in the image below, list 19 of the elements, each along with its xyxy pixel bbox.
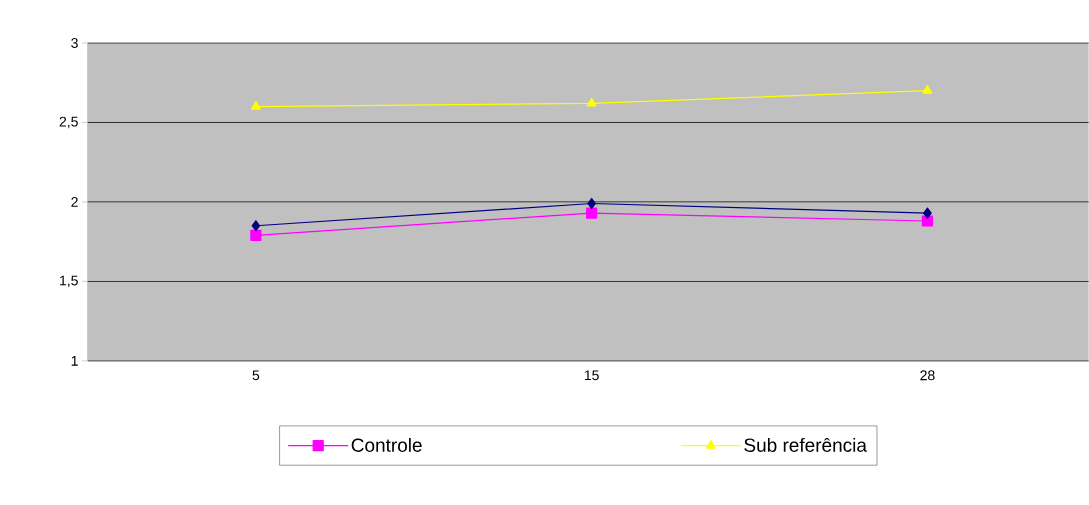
point bbox=[587, 198, 596, 210]
y-tick-label: 2,5 bbox=[59, 116, 78, 129]
point bbox=[251, 220, 261, 232]
point bbox=[250, 229, 262, 241]
point bbox=[250, 101, 261, 110]
x-tick-label: 28 bbox=[920, 370, 935, 381]
legend-label: Controle bbox=[351, 438, 422, 452]
point bbox=[921, 215, 934, 227]
y-tick-label: 3 bbox=[71, 38, 78, 49]
legend-label: Sub referência bbox=[744, 437, 867, 452]
y-tick-label: 1,5 bbox=[60, 275, 78, 288]
x-tick-label: 5 bbox=[252, 370, 260, 381]
x-tick-label: 15 bbox=[584, 370, 599, 381]
y-tick-label: 2 bbox=[71, 197, 78, 207]
y-tick-label: 1 bbox=[71, 356, 78, 366]
point bbox=[923, 207, 932, 219]
point bbox=[586, 207, 598, 219]
point bbox=[922, 85, 933, 94]
point bbox=[586, 97, 597, 107]
